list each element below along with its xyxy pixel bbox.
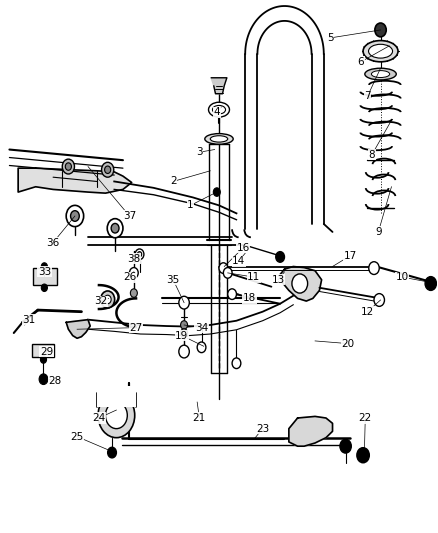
Circle shape xyxy=(375,23,386,37)
Circle shape xyxy=(71,211,79,221)
Text: 2: 2 xyxy=(170,176,177,187)
Bar xyxy=(97,386,136,407)
Circle shape xyxy=(223,268,232,278)
Circle shape xyxy=(179,296,189,309)
Polygon shape xyxy=(211,78,227,94)
Text: 23: 23 xyxy=(256,424,269,434)
Circle shape xyxy=(106,402,127,429)
Circle shape xyxy=(232,358,241,368)
Circle shape xyxy=(357,448,369,463)
Text: 17: 17 xyxy=(343,251,357,261)
Circle shape xyxy=(276,252,285,262)
Text: 12: 12 xyxy=(361,306,374,317)
Text: 26: 26 xyxy=(123,272,136,282)
Text: 28: 28 xyxy=(49,376,62,386)
Circle shape xyxy=(131,289,138,297)
Text: 34: 34 xyxy=(195,322,208,333)
Circle shape xyxy=(105,166,111,173)
Text: 1: 1 xyxy=(187,200,194,211)
Ellipse shape xyxy=(368,44,392,58)
Text: 16: 16 xyxy=(237,243,250,253)
Text: 9: 9 xyxy=(375,227,381,237)
Circle shape xyxy=(197,342,206,353)
Circle shape xyxy=(180,329,187,337)
Text: 19: 19 xyxy=(175,330,188,341)
Circle shape xyxy=(98,393,135,438)
Polygon shape xyxy=(280,266,321,301)
Ellipse shape xyxy=(210,136,228,142)
Circle shape xyxy=(135,249,144,260)
Circle shape xyxy=(374,294,385,306)
Text: 25: 25 xyxy=(71,432,84,442)
Text: 35: 35 xyxy=(166,275,180,285)
Bar xyxy=(32,344,54,357)
Text: 33: 33 xyxy=(38,267,51,277)
Ellipse shape xyxy=(363,41,398,62)
Bar xyxy=(33,268,57,285)
Text: 18: 18 xyxy=(243,293,256,303)
Text: 38: 38 xyxy=(127,254,141,263)
Text: 8: 8 xyxy=(368,150,375,160)
Text: 24: 24 xyxy=(92,413,106,423)
Text: 7: 7 xyxy=(364,91,371,101)
Circle shape xyxy=(138,252,142,257)
Circle shape xyxy=(292,274,307,293)
Circle shape xyxy=(65,163,71,170)
Text: 5: 5 xyxy=(327,33,334,43)
Circle shape xyxy=(104,295,111,304)
Circle shape xyxy=(66,205,84,227)
Circle shape xyxy=(425,277,436,290)
Ellipse shape xyxy=(208,102,230,117)
Text: 10: 10 xyxy=(396,272,409,282)
Text: 37: 37 xyxy=(123,211,136,221)
Circle shape xyxy=(41,263,47,270)
Circle shape xyxy=(101,291,115,308)
Circle shape xyxy=(107,219,123,238)
Polygon shape xyxy=(289,416,332,446)
Text: 32: 32 xyxy=(95,296,108,306)
Text: 29: 29 xyxy=(40,346,53,357)
Circle shape xyxy=(340,439,351,453)
Circle shape xyxy=(102,163,114,177)
Text: 6: 6 xyxy=(357,57,364,67)
Text: 3: 3 xyxy=(196,147,203,157)
Polygon shape xyxy=(66,320,90,338)
Ellipse shape xyxy=(205,134,233,144)
Circle shape xyxy=(108,447,117,458)
Text: 27: 27 xyxy=(129,322,143,333)
Circle shape xyxy=(39,374,48,384)
Circle shape xyxy=(180,321,187,329)
Circle shape xyxy=(228,289,237,300)
Text: 4: 4 xyxy=(213,107,220,117)
Polygon shape xyxy=(18,168,132,193)
Circle shape xyxy=(130,268,138,278)
Ellipse shape xyxy=(365,68,396,80)
Circle shape xyxy=(40,356,46,364)
Circle shape xyxy=(62,159,74,174)
Text: 13: 13 xyxy=(271,275,285,285)
Circle shape xyxy=(219,263,228,273)
Circle shape xyxy=(369,262,379,274)
Circle shape xyxy=(41,284,47,292)
Circle shape xyxy=(179,345,189,358)
Text: 22: 22 xyxy=(359,413,372,423)
Circle shape xyxy=(213,188,220,196)
Text: 21: 21 xyxy=(193,413,206,423)
Text: 36: 36 xyxy=(46,238,60,247)
Text: 11: 11 xyxy=(247,272,261,282)
Text: 20: 20 xyxy=(341,338,354,349)
Circle shape xyxy=(125,391,134,402)
Ellipse shape xyxy=(371,70,390,77)
Text: 31: 31 xyxy=(22,314,36,325)
Text: 14: 14 xyxy=(232,256,245,266)
Ellipse shape xyxy=(212,106,226,114)
Circle shape xyxy=(111,223,119,233)
